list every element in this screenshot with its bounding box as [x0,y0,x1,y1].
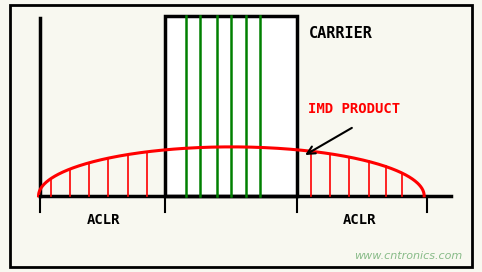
Text: ACLR: ACLR [342,213,376,227]
Text: CARRIER: CARRIER [308,26,373,42]
Text: www.cntronics.com: www.cntronics.com [354,251,463,261]
Bar [165,16,297,196]
Text: IMD PRODUCT: IMD PRODUCT [308,102,401,116]
Text: ACLR: ACLR [87,213,120,227]
